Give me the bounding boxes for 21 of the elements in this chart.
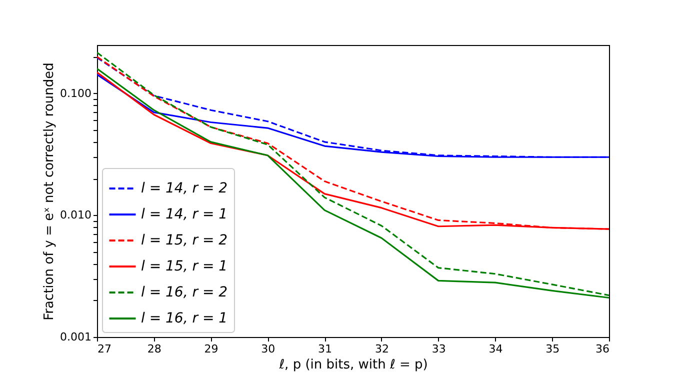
legend-label: l = 15, r = 2 [141,232,228,248]
x-tick-label: 31 [318,342,332,356]
legend-label: l = 14, r = 2 [141,180,228,196]
y-tick-label: 0.001 [60,330,92,344]
x-tick-label: 32 [374,342,389,356]
legend-label: l = 16, r = 1 [141,310,228,326]
legend-label: l = 15, r = 1 [141,258,228,274]
y-axis-title: Fraction of y = eˣ not correctly rounded [42,62,58,320]
x-tick-label: 35 [546,342,560,356]
x-axis-title: ℓ, p (in bits, with ℓ = p) [278,358,428,372]
x-tick-label: 28 [147,342,162,356]
legend-label: l = 16, r = 2 [141,284,228,300]
legend-label: l = 14, r = 1 [141,206,228,222]
x-tick-label: 29 [204,342,218,356]
x-tick-label: 34 [488,342,503,356]
y-tick-label: 0.010 [60,208,92,222]
x-tick-label: 33 [432,342,446,356]
x-tick-label: 30 [261,342,276,356]
x-tick-label: 27 [98,342,112,356]
y-tick-label: 0.100 [60,86,92,100]
x-tick-label: 36 [596,342,610,356]
